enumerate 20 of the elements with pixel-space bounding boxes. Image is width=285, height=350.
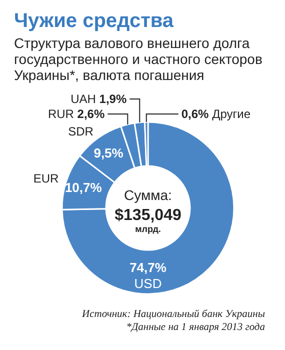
data-label: 0,6% bbox=[181, 107, 210, 121]
text: млрд. bbox=[135, 224, 161, 234]
slice-label: EUR bbox=[33, 172, 60, 186]
chart-title: Чужие средства bbox=[14, 10, 174, 32]
data-label: 74,7% bbox=[130, 260, 167, 275]
data-label: 1,9% bbox=[99, 92, 127, 106]
text: $135,049 bbox=[114, 207, 182, 224]
slice-label: Другие bbox=[208, 107, 251, 121]
data-label: 9,5% bbox=[94, 146, 124, 161]
chart-subtitle: Структура валового внешнего долга государственного и частного секторов Украины*, валюта погашения bbox=[14, 35, 262, 83]
slice-label: USD bbox=[134, 276, 162, 291]
data-label: 2,6% bbox=[77, 107, 105, 121]
text: Сумма: bbox=[124, 187, 172, 203]
slice-label: UAH bbox=[70, 92, 100, 106]
slice-label: SDR bbox=[68, 124, 94, 138]
slice-label: RUR bbox=[48, 107, 78, 121]
data-label: 10,7% bbox=[64, 180, 102, 195]
text: *Данные на 1 января 2013 года bbox=[126, 322, 265, 333]
text: Источник: Национальный банк Украины bbox=[81, 309, 265, 320]
donut-slice bbox=[61, 121, 235, 295]
